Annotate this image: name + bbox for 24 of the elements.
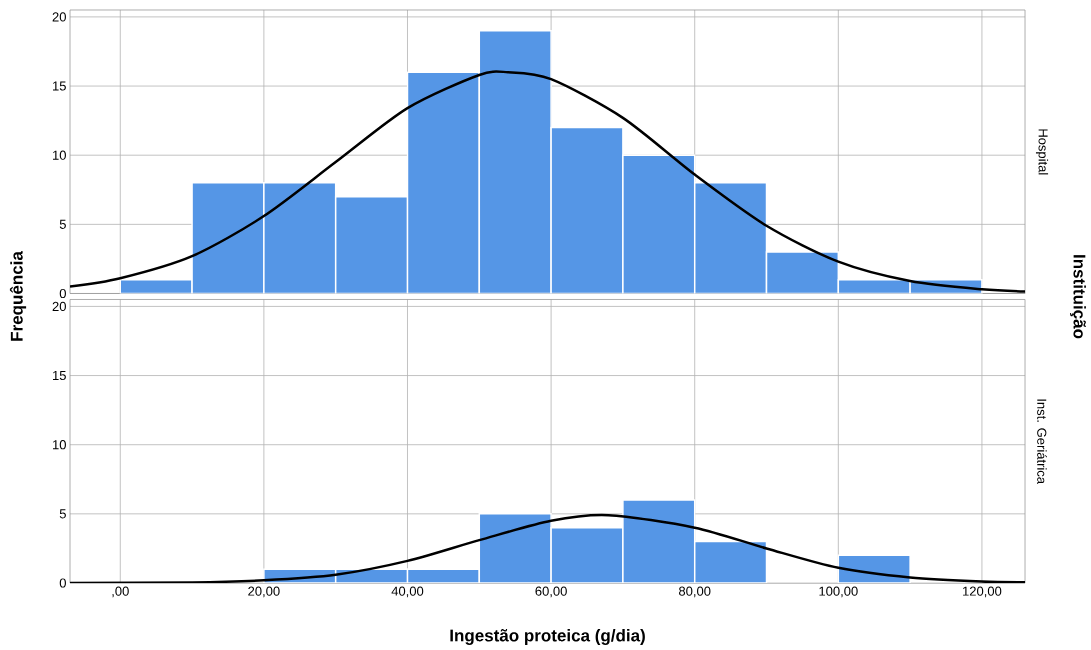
line-series: [70, 70, 1026, 293]
y-tick-label: 15: [53, 81, 66, 91]
text: Instituição: [1070, 255, 1086, 339]
x-tick-label: 120,00: [963, 586, 1002, 598]
y-tick-label: 0: [59, 578, 66, 588]
x-tick-label: 20,00: [248, 586, 280, 598]
line-series: [70, 513, 1026, 583]
x-tick-label: 40,00: [391, 586, 424, 598]
y-tick-label: 10: [53, 150, 66, 160]
y-tick-label: 20: [52, 301, 66, 312]
x-tick-label: 100,00: [819, 586, 858, 598]
y-tick-label: 10: [53, 440, 66, 450]
x-tick-label: 80,00: [679, 586, 711, 598]
text: Inst. Geriátrica: [1037, 399, 1047, 485]
y-axis-title: Frequência: [9, 251, 27, 341]
x-tick-label: 60,00: [535, 586, 567, 598]
y-tick-label: 5: [59, 509, 66, 519]
y-tick-label: 5: [59, 219, 66, 229]
text: Hospital: [1035, 129, 1049, 175]
x-tick-label: ,00: [112, 586, 129, 598]
y-tick-label: 20: [52, 12, 66, 22]
y-tick-label: 0: [59, 288, 66, 299]
y-tick-label: 15: [53, 371, 66, 381]
x-axis-title: Ingestão proteica (g/dia): [450, 629, 645, 645]
